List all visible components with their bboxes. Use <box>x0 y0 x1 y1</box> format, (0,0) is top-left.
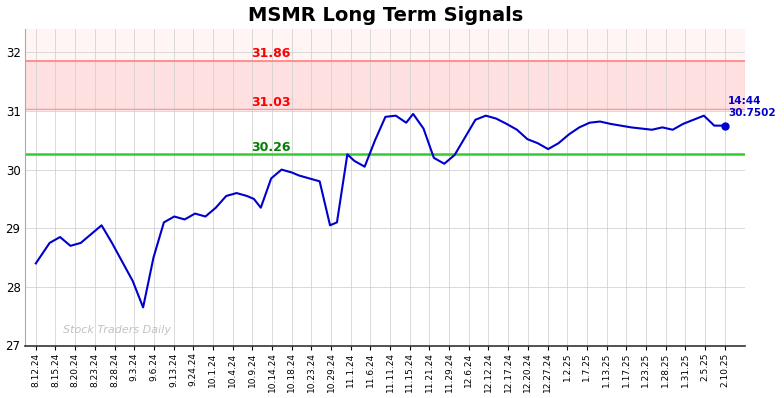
Bar <box>25 60 746 109</box>
Title: MSMR Long Term Signals: MSMR Long Term Signals <box>248 6 523 25</box>
Text: 31.03: 31.03 <box>252 96 291 109</box>
Text: 31.86: 31.86 <box>252 47 291 60</box>
Bar <box>25 29 746 60</box>
Text: 14:44
30.7502: 14:44 30.7502 <box>728 96 775 118</box>
Text: Stock Traders Daily: Stock Traders Daily <box>64 325 172 335</box>
Text: 30.26: 30.26 <box>252 141 291 154</box>
